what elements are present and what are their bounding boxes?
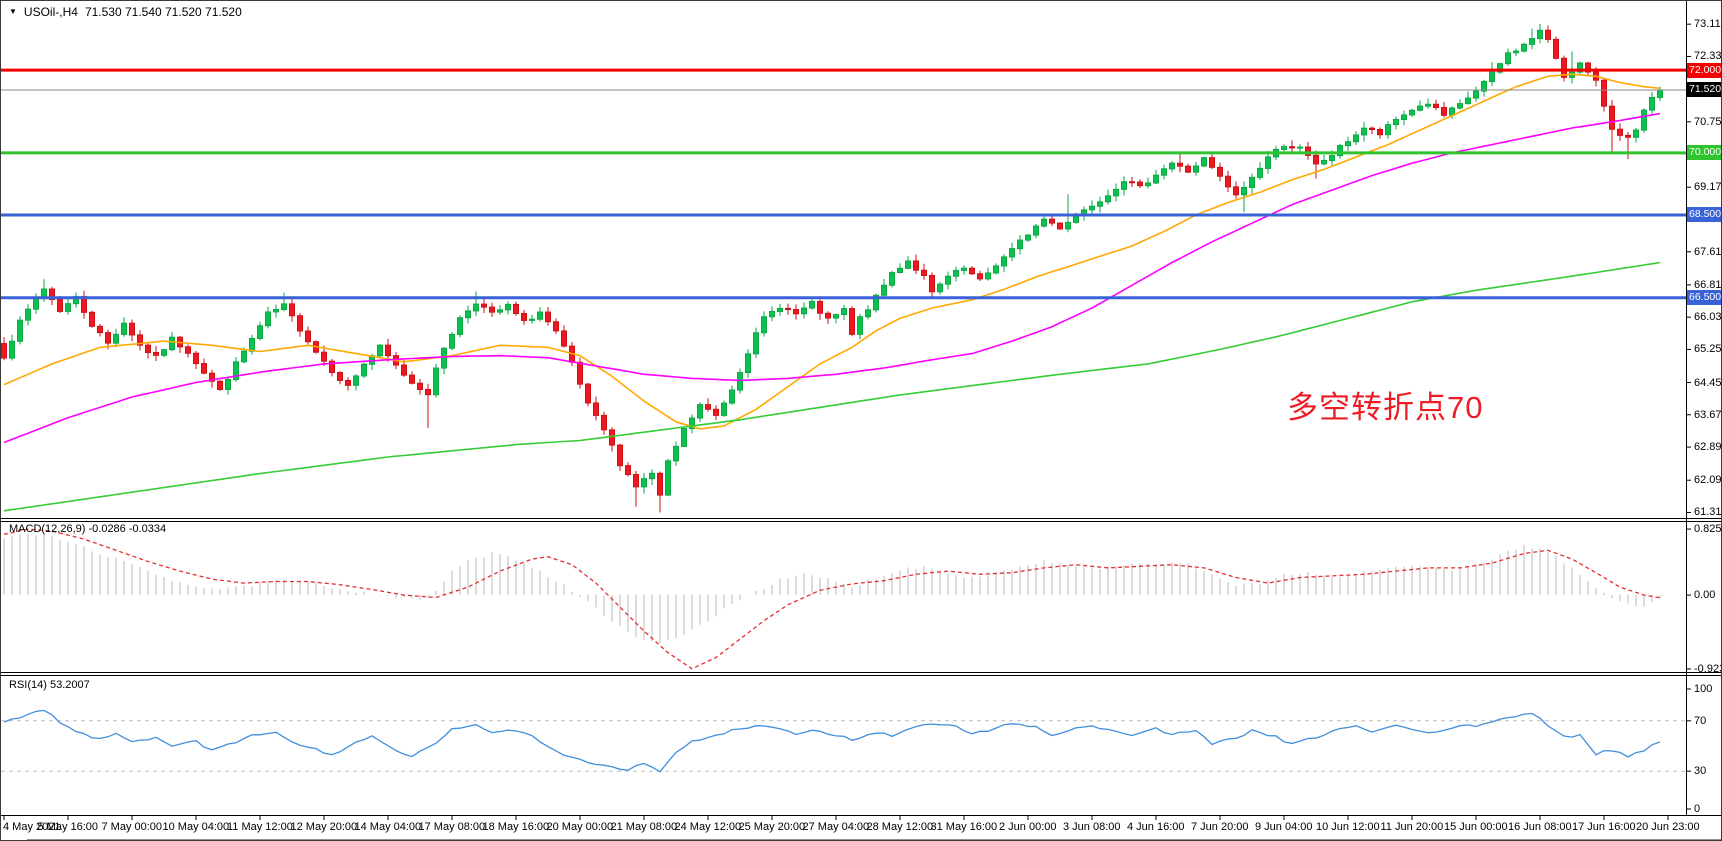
chart-dropdown-icon: ▼ (9, 7, 17, 16)
price-level-tag: 72.000 (1687, 62, 1721, 78)
macd-axis-label: -0.9234 (1694, 662, 1721, 675)
rsi-axis-label: 70 (1694, 714, 1707, 727)
price-level-tag: 66.500 (1687, 290, 1721, 306)
macd-axis-label: 0.00 (1694, 589, 1716, 602)
price-tick-label: 72.330 (1694, 50, 1722, 63)
rsi-axis-label: 30 (1694, 765, 1707, 778)
rsi-axis-label: 0 (1694, 803, 1701, 815)
date-tick-label: 10 May 04:00 (162, 821, 230, 833)
chart-title: ▼ USOil-,H4 71.530 71.540 71.520 71.520 (9, 5, 242, 19)
macd-values: -0.0286 -0.0334 (88, 523, 167, 535)
date-tick-label: 5 May 16:00 (37, 821, 99, 833)
price-tick-label: 61.310 (1694, 506, 1722, 519)
macd-axis-label: 0.8254 (1694, 523, 1722, 536)
price-tick-label: 65.250 (1694, 343, 1722, 356)
date-tick-label: 21 May 08:00 (610, 821, 678, 833)
price-level-tag: 70.000 (1687, 145, 1721, 161)
price-tick-label: 66.810 (1694, 278, 1722, 291)
macd-name: MACD(12,26,9) (9, 523, 86, 535)
price-tick-label: 67.610 (1694, 245, 1722, 258)
date-tick-label: 9 Jun 04:00 (1255, 821, 1313, 833)
price-tick-label: 62.890 (1694, 441, 1722, 454)
price-tick-label: 63.670 (1694, 408, 1722, 421)
date-tick-label: 7 Jun 20:00 (1191, 821, 1249, 833)
date-tick-label: 7 May 00:00 (101, 821, 163, 833)
date-tick-label: 10 Jun 12:00 (1316, 821, 1380, 833)
date-tick-label: 20 May 00:00 (546, 821, 614, 833)
rsi-indicator-label: RSI(14) 53.2007 (9, 679, 90, 691)
date-tick-label: 11 Jun 20:00 (1380, 821, 1444, 833)
date-tick-label: 12 May 20:00 (290, 821, 358, 833)
price-tick-label: 70.750 (1694, 115, 1722, 128)
rsi-name: RSI(14) (9, 679, 47, 691)
date-tick-label: 18 May 16:00 (482, 821, 550, 833)
price-tick-label: 69.170 (1694, 181, 1722, 194)
price-level-tag: 68.500 (1687, 207, 1721, 223)
rsi-value: 53.2007 (49, 679, 90, 691)
price-tick-label: 73.110 (1694, 18, 1721, 31)
price-tick-label: 66.030 (1694, 311, 1722, 324)
date-tick-label: 28 May 12:00 (866, 821, 934, 833)
ohlc-values-label: 71.530 71.540 71.520 71.520 (84, 5, 242, 19)
date-tick-label: 27 May 04:00 (802, 821, 870, 833)
symbol-timeframe-label: USOil-,H4 (23, 5, 78, 19)
date-tick-label: 15 Jun 00:00 (1444, 821, 1508, 833)
date-tick-label: 4 Jun 16:00 (1127, 821, 1185, 833)
date-tick-label: 17 Jun 16:00 (1572, 821, 1636, 833)
date-tick-label: 17 May 08:00 (418, 821, 486, 833)
date-tick-label: 25 May 20:00 (738, 821, 806, 833)
date-tick-label: 20 Jun 23:00 (1636, 821, 1700, 833)
date-tick-label: 14 May 04:00 (354, 821, 422, 833)
rsi-axis-label: 100 (1694, 683, 1713, 695)
date-tick-label: 3 Jun 08:00 (1063, 821, 1121, 833)
annotation-text: 多空转折点70 (1287, 390, 1484, 425)
current-price-tag: 71.520 (1687, 82, 1721, 98)
date-tick-label: 16 Jun 08:00 (1508, 821, 1572, 833)
date-tick-label: 4 May 2021 (3, 821, 61, 833)
price-tick-label: 62.090 (1694, 474, 1722, 487)
date-tick-label: 24 May 12:00 (674, 821, 742, 833)
macd-indicator-label: MACD(12,26,9) -0.0286 -0.0334 (9, 523, 166, 535)
date-tick-label: 31 May 16:00 (930, 821, 998, 833)
price-tick-label: 64.450 (1694, 376, 1722, 389)
date-tick-label: 2 Jun 00:00 (999, 821, 1057, 833)
date-tick-label: 11 May 12:00 (227, 821, 293, 833)
